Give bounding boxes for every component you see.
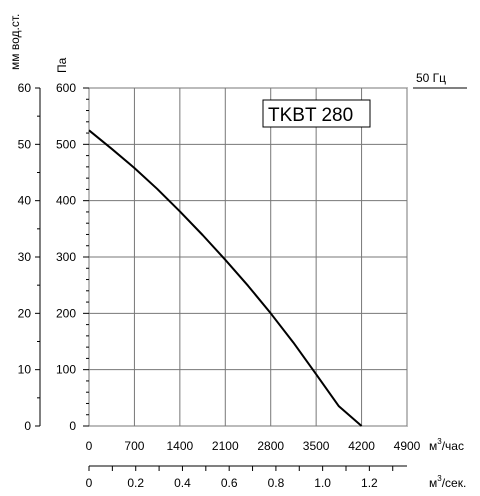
x-tick-label: 4900 (394, 439, 421, 453)
x2-tick-label: 0.2 (127, 476, 144, 490)
x2-tick-label: 1.0 (314, 476, 331, 490)
y-right-tick-label: 100 (56, 363, 76, 377)
x-tick-label: 3500 (303, 439, 330, 453)
x-tick-label: 4200 (348, 439, 375, 453)
x2-tick-label: 0.4 (174, 476, 191, 490)
pressure-curve (88, 129, 363, 427)
y-right-tick-label: 600 (56, 81, 76, 95)
chart-title-box: TKBT 280 (262, 99, 371, 128)
x-tick-label: 2800 (257, 439, 284, 453)
x2-tick-label: 0.6 (221, 476, 238, 490)
x2-tick-label: 0 (86, 476, 93, 490)
x2-axis-title: м3/сек. (429, 474, 466, 490)
y-left-tick-label: 50 (18, 137, 32, 151)
y-right-tick-label: 300 (56, 250, 76, 264)
x2-axis-title-text: м3/сек. (429, 474, 466, 490)
y-right-tick-label: 500 (56, 137, 76, 151)
x-tick-label: 0 (86, 439, 93, 453)
y-left-tick-label: 60 (18, 81, 32, 95)
x-tick-label: 700 (124, 439, 144, 453)
x-tick-label: 2100 (212, 439, 239, 453)
x-axis-title-text: м3/час (429, 437, 464, 453)
y-right-tick-label: 400 (56, 194, 76, 208)
y-left-tick-label: 20 (18, 306, 32, 320)
x2-tick-label: 0.8 (268, 476, 285, 490)
y-right-tick-label: 200 (56, 306, 76, 320)
y-left-tick-label: 40 (18, 194, 32, 208)
y-right-axis-title: Па (55, 57, 69, 73)
x-tick-label: 1400 (167, 439, 194, 453)
y-left-tick-label: 30 (18, 250, 32, 264)
series-layer (88, 129, 363, 427)
y-left-tick-label: 0 (24, 419, 31, 433)
frequency-label: 50 Гц (416, 71, 446, 85)
x-axis-title: м3/час (429, 437, 464, 453)
x2-tick-label: 1.2 (361, 476, 378, 490)
y-right-tick-label: 0 (69, 419, 76, 433)
frequency-legend: 50 Гц (413, 71, 467, 89)
y-left-tick-label: 10 (18, 363, 32, 377)
y-left-axis-title: мм вод.ст. (8, 14, 22, 70)
chart-title: TKBT 280 (268, 105, 353, 126)
grid (88, 87, 408, 427)
